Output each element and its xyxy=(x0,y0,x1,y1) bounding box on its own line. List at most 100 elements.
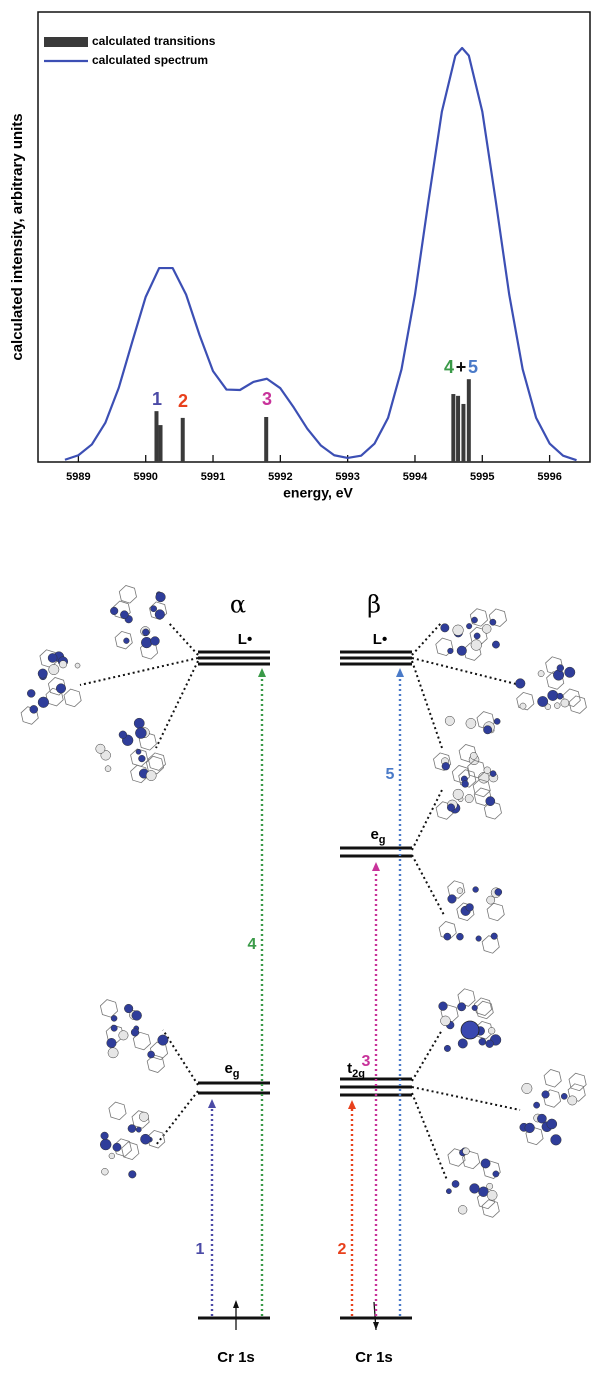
orbital-lobe xyxy=(108,1048,118,1058)
orbital-lobe xyxy=(490,771,496,777)
orbital-lobe xyxy=(49,664,59,674)
transition-label: 1 xyxy=(196,1241,205,1258)
orbital-lobe xyxy=(465,794,473,802)
peak-annotation: 1 xyxy=(152,389,162,409)
orbital-lobe xyxy=(124,638,130,644)
orbital-lobe xyxy=(111,1025,117,1031)
orbital-lobe xyxy=(124,1004,133,1013)
orbital-lobe xyxy=(136,1127,141,1132)
transition-arrow-head xyxy=(348,1100,356,1109)
orbital-lobe xyxy=(445,716,454,725)
figure: energy, eV calculated intensity, arbitra… xyxy=(0,0,595,1373)
peak-annotation: + xyxy=(456,357,467,377)
connector xyxy=(412,1087,520,1110)
level-label-main: e xyxy=(370,826,378,843)
orbital-lobe xyxy=(491,933,498,940)
orbital-lobe xyxy=(132,1011,142,1021)
orbital-lobe xyxy=(457,888,463,894)
orbital-lobe xyxy=(487,896,495,904)
orbital-lobe xyxy=(109,1153,115,1159)
transition-bar xyxy=(159,425,163,462)
orbital-lobe xyxy=(453,625,464,636)
orbital-lobe xyxy=(134,718,144,728)
connector xyxy=(156,661,198,748)
orbital-lobe xyxy=(472,1005,478,1011)
orbital-lobe xyxy=(111,1015,117,1021)
orbital-lobe xyxy=(110,607,118,615)
transition-arrow-head xyxy=(258,668,266,677)
orbital-lobe xyxy=(557,665,564,672)
connector xyxy=(412,855,444,915)
orbital-lobe xyxy=(447,804,454,811)
transition-label: 2 xyxy=(338,1241,347,1258)
orbital-lobe xyxy=(522,1083,532,1093)
connector xyxy=(80,658,198,685)
connector xyxy=(412,1030,442,1081)
orbital-lobe xyxy=(442,762,450,770)
transition-bar xyxy=(154,411,158,462)
x-tick-label: 5989 xyxy=(66,471,90,483)
orbital-lobe xyxy=(107,1038,117,1048)
orbital-lobe xyxy=(146,771,156,781)
orbital-lobe xyxy=(48,653,57,662)
connector xyxy=(412,658,520,685)
connector xyxy=(412,661,442,748)
ligand-ring xyxy=(109,1102,126,1120)
orbital-lobe xyxy=(142,629,149,636)
orbital-lobe xyxy=(515,679,525,689)
connector xyxy=(168,622,198,655)
x-tick-label: 5995 xyxy=(470,471,494,483)
orbital-lobe xyxy=(533,1102,539,1108)
level-label: eg xyxy=(224,1060,239,1080)
orbital-lobe xyxy=(484,767,491,774)
orbital-lobe xyxy=(105,766,111,772)
ligand-ring xyxy=(148,753,165,771)
orbital-lobe xyxy=(548,690,558,700)
orbital-lobe xyxy=(452,1180,459,1187)
orbital-lobe xyxy=(493,1171,499,1177)
level-label-main: L• xyxy=(238,631,252,648)
orbital-lobe xyxy=(139,1112,148,1121)
orbital-lobe xyxy=(551,1135,562,1146)
orbital-lobe xyxy=(453,789,463,799)
orbital-lobe xyxy=(439,1002,448,1011)
level-label: eg xyxy=(370,826,385,846)
orbital-lobe xyxy=(27,689,35,697)
ligand-ring xyxy=(482,1200,499,1218)
core-spin-head xyxy=(373,1322,379,1330)
peak-annotation: 5 xyxy=(468,357,478,377)
level-label: L• xyxy=(373,631,387,648)
connector xyxy=(156,1091,198,1145)
orbital-lobe xyxy=(466,903,474,911)
x-tick-label: 5993 xyxy=(335,471,359,483)
x-tick-label: 5994 xyxy=(403,471,428,483)
peak-annotation: 3 xyxy=(262,389,272,409)
orbital-lobe xyxy=(138,755,145,762)
ligand-ring xyxy=(544,1070,561,1088)
level-label-main: L• xyxy=(373,631,387,648)
x-axis-label: energy, eV xyxy=(283,485,353,501)
orbital-lobe xyxy=(487,1190,497,1200)
legend-swatch xyxy=(44,37,88,47)
peak-annotation: 2 xyxy=(178,391,188,411)
orbital-lobe xyxy=(456,933,463,940)
connector xyxy=(412,790,442,850)
page: energy, eV calculated intensity, arbitra… xyxy=(0,0,595,1373)
level-label: L• xyxy=(238,631,252,648)
orbital-lobe xyxy=(461,1021,479,1039)
orbital-lobe xyxy=(75,663,80,668)
connector xyxy=(412,1093,447,1180)
orbital-lobe xyxy=(476,936,482,942)
transition-label: 4 xyxy=(248,936,257,953)
orbital-lobe xyxy=(148,1051,155,1058)
orbital-lobe xyxy=(557,693,563,699)
level-label-sub: g xyxy=(379,834,386,846)
orbital-lobe xyxy=(448,648,454,654)
orbital-lobe xyxy=(441,624,449,632)
ligand-ring xyxy=(569,696,586,714)
orbital-lobe xyxy=(96,744,105,753)
orbital-lobe xyxy=(486,797,495,806)
orbital-lobe xyxy=(136,749,141,754)
orbital-lobe xyxy=(141,637,152,648)
spin-label: β xyxy=(367,591,381,619)
